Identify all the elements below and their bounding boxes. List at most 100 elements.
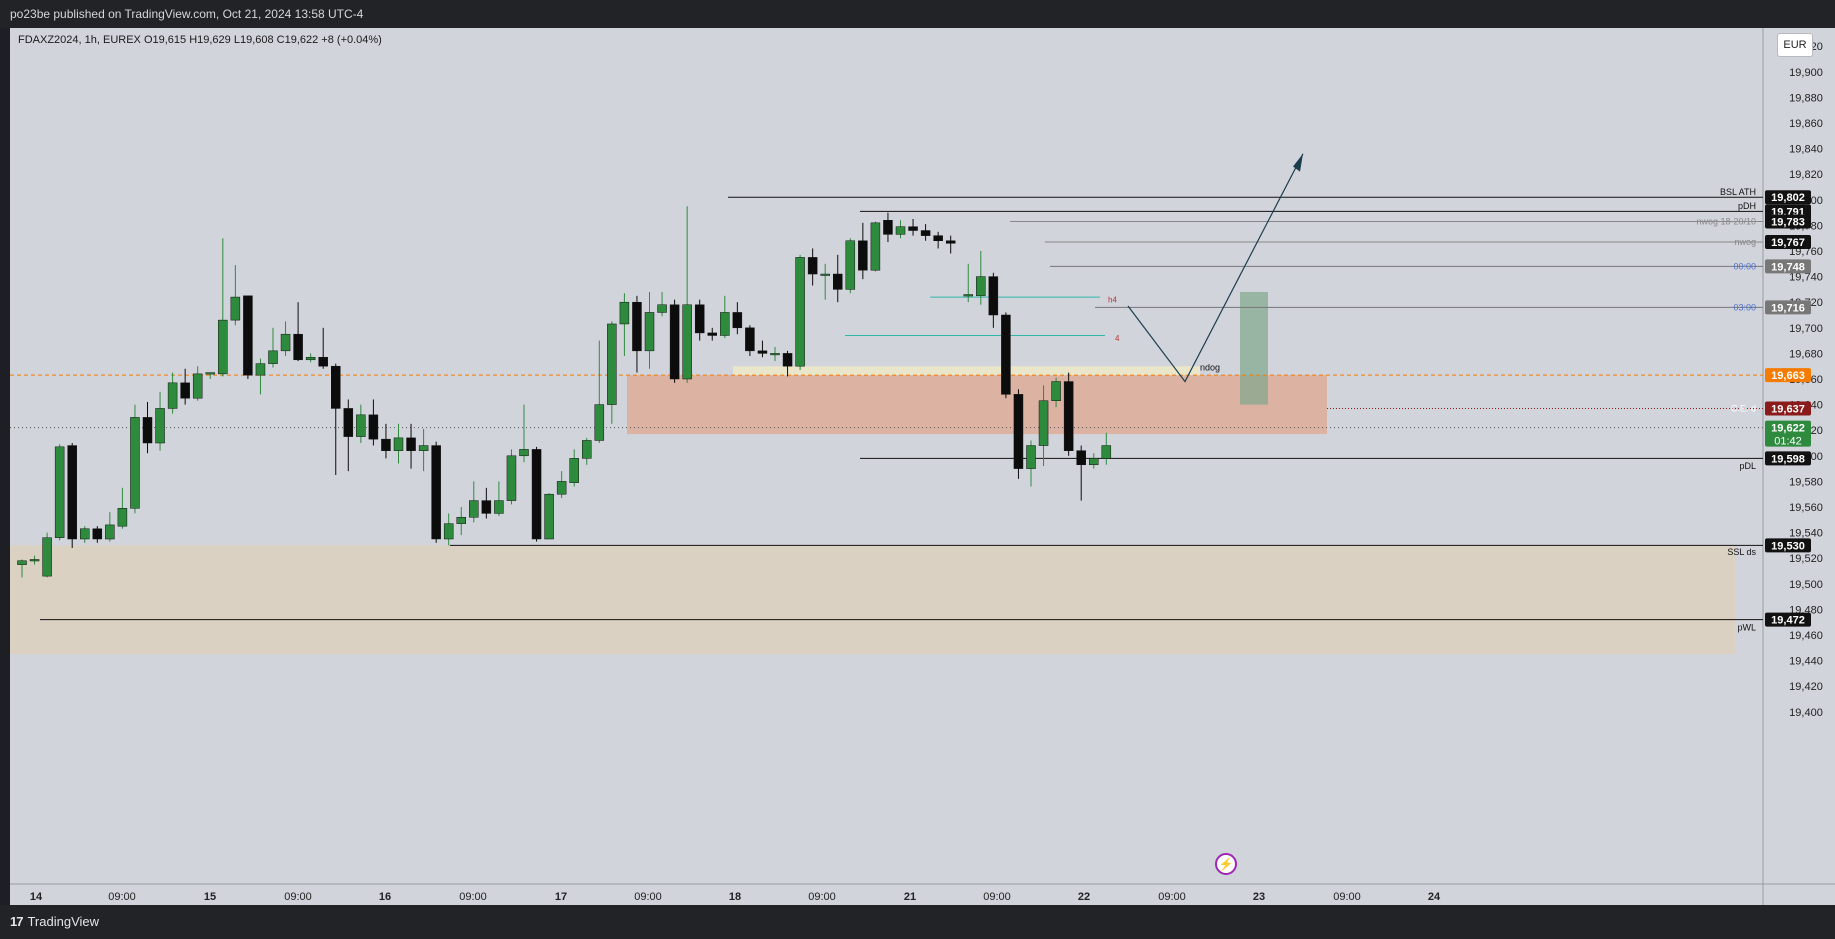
candle-body[interactable] bbox=[1013, 394, 1024, 469]
candle-body[interactable] bbox=[920, 230, 931, 236]
candle-body[interactable] bbox=[331, 365, 341, 409]
lightning-icon[interactable]: ⚡ bbox=[1215, 853, 1237, 875]
candle-body[interactable] bbox=[945, 240, 956, 244]
candle-body[interactable] bbox=[381, 438, 391, 451]
candle-body[interactable] bbox=[858, 240, 868, 271]
candle-body[interactable] bbox=[782, 353, 793, 367]
candle-body[interactable] bbox=[807, 257, 818, 275]
candle-body[interactable] bbox=[988, 276, 999, 316]
candle-body[interactable] bbox=[481, 500, 492, 514]
candle-body[interactable] bbox=[657, 304, 667, 313]
candle-body[interactable] bbox=[531, 449, 542, 540]
candle-body[interactable] bbox=[933, 235, 943, 242]
candle-body[interactable] bbox=[431, 445, 441, 540]
candle-body[interactable] bbox=[105, 524, 115, 540]
candle-body[interactable] bbox=[963, 294, 973, 297]
candle-body[interactable] bbox=[544, 493, 554, 540]
candle-body[interactable] bbox=[644, 312, 655, 352]
candle-body[interactable] bbox=[167, 382, 178, 409]
currency-button[interactable]: EUR bbox=[1777, 33, 1813, 57]
price-badge-label: 19,622 bbox=[1771, 423, 1805, 435]
candle-body[interactable] bbox=[795, 257, 805, 367]
candle-body[interactable] bbox=[770, 353, 780, 356]
candle-body[interactable] bbox=[569, 458, 579, 483]
candle-body[interactable] bbox=[908, 226, 918, 231]
candle-body[interactable] bbox=[506, 455, 517, 501]
candle-body[interactable] bbox=[406, 437, 416, 451]
candle-body[interactable] bbox=[469, 500, 479, 518]
time-tick: 22 bbox=[1078, 891, 1090, 903]
publish-text: po23be published on TradingView.com, Oct… bbox=[10, 7, 364, 21]
candle-body[interactable] bbox=[418, 445, 429, 451]
candle-body[interactable] bbox=[594, 404, 605, 441]
candle-body[interactable] bbox=[356, 414, 366, 437]
candle-body[interactable] bbox=[976, 276, 986, 297]
candle-body[interactable] bbox=[1051, 381, 1061, 402]
candle-body[interactable] bbox=[632, 301, 642, 352]
candle-body[interactable] bbox=[895, 226, 906, 235]
candle-body[interactable] bbox=[280, 333, 291, 352]
candle-body[interactable] bbox=[142, 417, 153, 444]
candle-body[interactable] bbox=[1063, 381, 1074, 451]
candle-body[interactable] bbox=[757, 350, 768, 354]
candle-body[interactable] bbox=[1076, 450, 1086, 466]
candle-body[interactable] bbox=[42, 537, 52, 577]
candle-body[interactable] bbox=[456, 516, 466, 524]
candle-body[interactable] bbox=[268, 350, 278, 364]
candle-body[interactable] bbox=[255, 363, 266, 376]
candle-body[interactable] bbox=[368, 414, 379, 440]
candle-body[interactable] bbox=[1026, 445, 1036, 469]
candle-body[interactable] bbox=[80, 528, 90, 540]
candle-body[interactable] bbox=[67, 445, 77, 540]
candle-body[interactable] bbox=[682, 304, 692, 380]
candle-body[interactable] bbox=[607, 323, 617, 405]
chart-svg[interactable]: BSL ATH pDH nwog 18-20/10 nwog 00:00 03:00 C.E… bbox=[10, 28, 1835, 905]
candle-body[interactable] bbox=[443, 523, 454, 540]
candle-body[interactable] bbox=[720, 312, 730, 336]
candle-body[interactable] bbox=[29, 559, 40, 562]
candle-body[interactable] bbox=[619, 301, 630, 325]
price-badge bbox=[1765, 214, 1811, 229]
candle-body[interactable] bbox=[707, 332, 717, 336]
candle-body[interactable] bbox=[17, 560, 27, 565]
candle-body[interactable] bbox=[845, 240, 856, 290]
candle-body[interactable] bbox=[820, 273, 830, 276]
candle-body[interactable] bbox=[1089, 458, 1099, 466]
candle-body[interactable] bbox=[305, 356, 316, 361]
candle-body[interactable] bbox=[745, 327, 755, 352]
candle-body[interactable] bbox=[393, 437, 404, 451]
candle-body[interactable] bbox=[117, 508, 128, 527]
candle-body[interactable] bbox=[732, 312, 743, 329]
candle-body[interactable] bbox=[293, 333, 303, 361]
candle-body[interactable] bbox=[556, 481, 567, 495]
candle-body[interactable] bbox=[130, 417, 140, 509]
candle-body[interactable] bbox=[343, 408, 354, 437]
price-badge-label: 19,598 bbox=[1771, 453, 1805, 465]
candle-body[interactable] bbox=[582, 440, 592, 459]
candle-body[interactable] bbox=[92, 528, 103, 540]
candle-body[interactable] bbox=[318, 356, 328, 367]
candle-body[interactable] bbox=[1001, 314, 1011, 395]
candle-body[interactable] bbox=[1038, 400, 1049, 446]
candle-body[interactable] bbox=[669, 304, 680, 380]
candle-body[interactable] bbox=[1101, 445, 1112, 459]
price-tick: 19,400 bbox=[1789, 707, 1823, 719]
chart-area[interactable]: BSL ATH pDH nwog 18-20/10 nwog 00:00 03:00 C.E… bbox=[10, 28, 1835, 905]
candle-body[interactable] bbox=[833, 273, 843, 290]
candle-body[interactable] bbox=[870, 222, 881, 271]
candle-body[interactable] bbox=[494, 500, 504, 514]
candle-body[interactable] bbox=[155, 408, 165, 444]
candle-body[interactable] bbox=[54, 446, 65, 538]
candle-body[interactable] bbox=[519, 449, 529, 457]
candle-body[interactable] bbox=[180, 382, 190, 399]
candle-body[interactable] bbox=[883, 220, 893, 235]
price-axis[interactable] bbox=[1763, 28, 1835, 905]
candle-body[interactable] bbox=[192, 373, 203, 399]
candle-body[interactable] bbox=[694, 304, 705, 334]
candle-body[interactable] bbox=[230, 296, 241, 321]
candle-body[interactable] bbox=[243, 295, 253, 376]
candle-body[interactable] bbox=[218, 319, 228, 375]
tradingview-logo[interactable]: 17 TradingView bbox=[10, 914, 99, 929]
price-badge bbox=[1765, 300, 1811, 315]
candle-body[interactable] bbox=[205, 372, 215, 375]
